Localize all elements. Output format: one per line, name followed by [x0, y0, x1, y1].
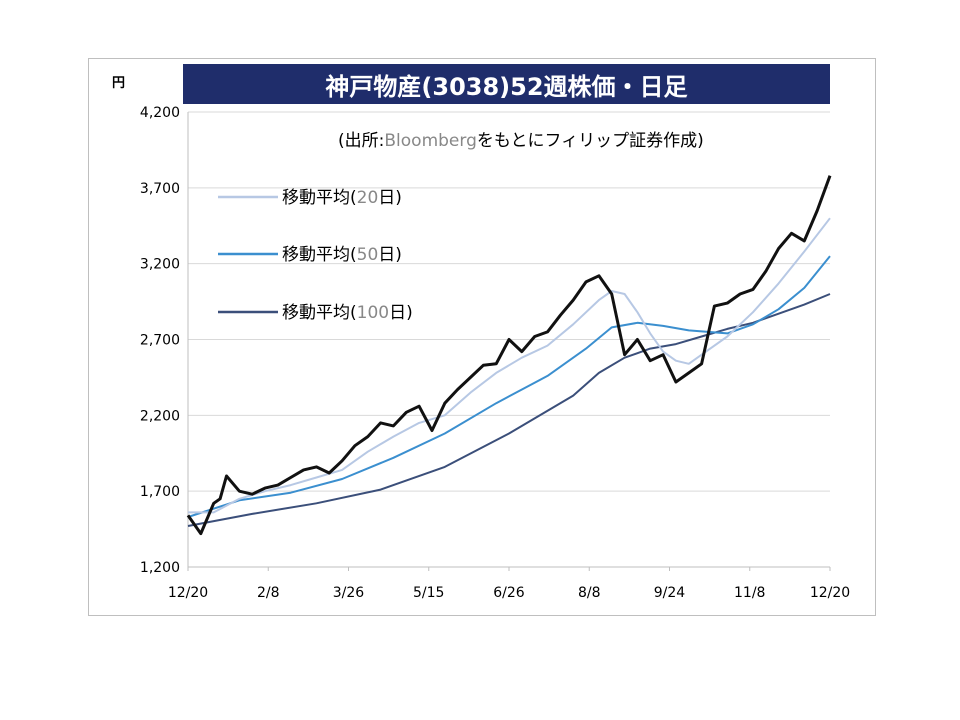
legend-label-50: 移動平均(50日) [282, 245, 402, 265]
chart-title: 神戸物産(3038)52週株価・日足 [183, 64, 830, 104]
source-suffix: をもとにフィリップ証券作成) [476, 131, 704, 151]
chart-frame [88, 58, 876, 616]
y-tick-label: 3,700 [140, 181, 180, 197]
y-tick-label: 1,200 [140, 560, 180, 576]
legend-label-20: 移動平均(20日) [282, 188, 402, 208]
source-prefix: (出所: [338, 131, 385, 151]
legend-label-100: 移動平均(100日) [282, 303, 413, 323]
x-tick-label: 11/8 [734, 585, 765, 601]
source-name: Bloomberg [384, 131, 477, 151]
x-tick-label: 12/20 [168, 585, 208, 601]
x-tick-label: 6/26 [493, 585, 525, 601]
x-tick-label: 8/8 [578, 585, 601, 601]
x-tick-label: 12/20 [810, 585, 850, 601]
x-tick-label: 3/26 [333, 585, 365, 601]
x-tick-label: 2/8 [257, 585, 280, 601]
y-tick-label: 2,200 [140, 408, 180, 424]
y-unit-label: 円 [112, 76, 126, 91]
x-tick-label: 9/24 [654, 585, 686, 601]
y-tick-label: 3,200 [140, 257, 180, 273]
x-tick-label: 5/15 [413, 585, 444, 601]
price-line [186, 175, 832, 536]
source-note: (出所:Bloombergをもとにフィリップ証券作成) [338, 126, 704, 151]
y-tick-label: 1,700 [140, 484, 180, 500]
y-tick-label: 4,200 [140, 105, 180, 121]
y-tick-label: 2,700 [140, 333, 180, 349]
ma-line-20 [188, 217, 831, 514]
ma-line-50 [187, 255, 831, 518]
